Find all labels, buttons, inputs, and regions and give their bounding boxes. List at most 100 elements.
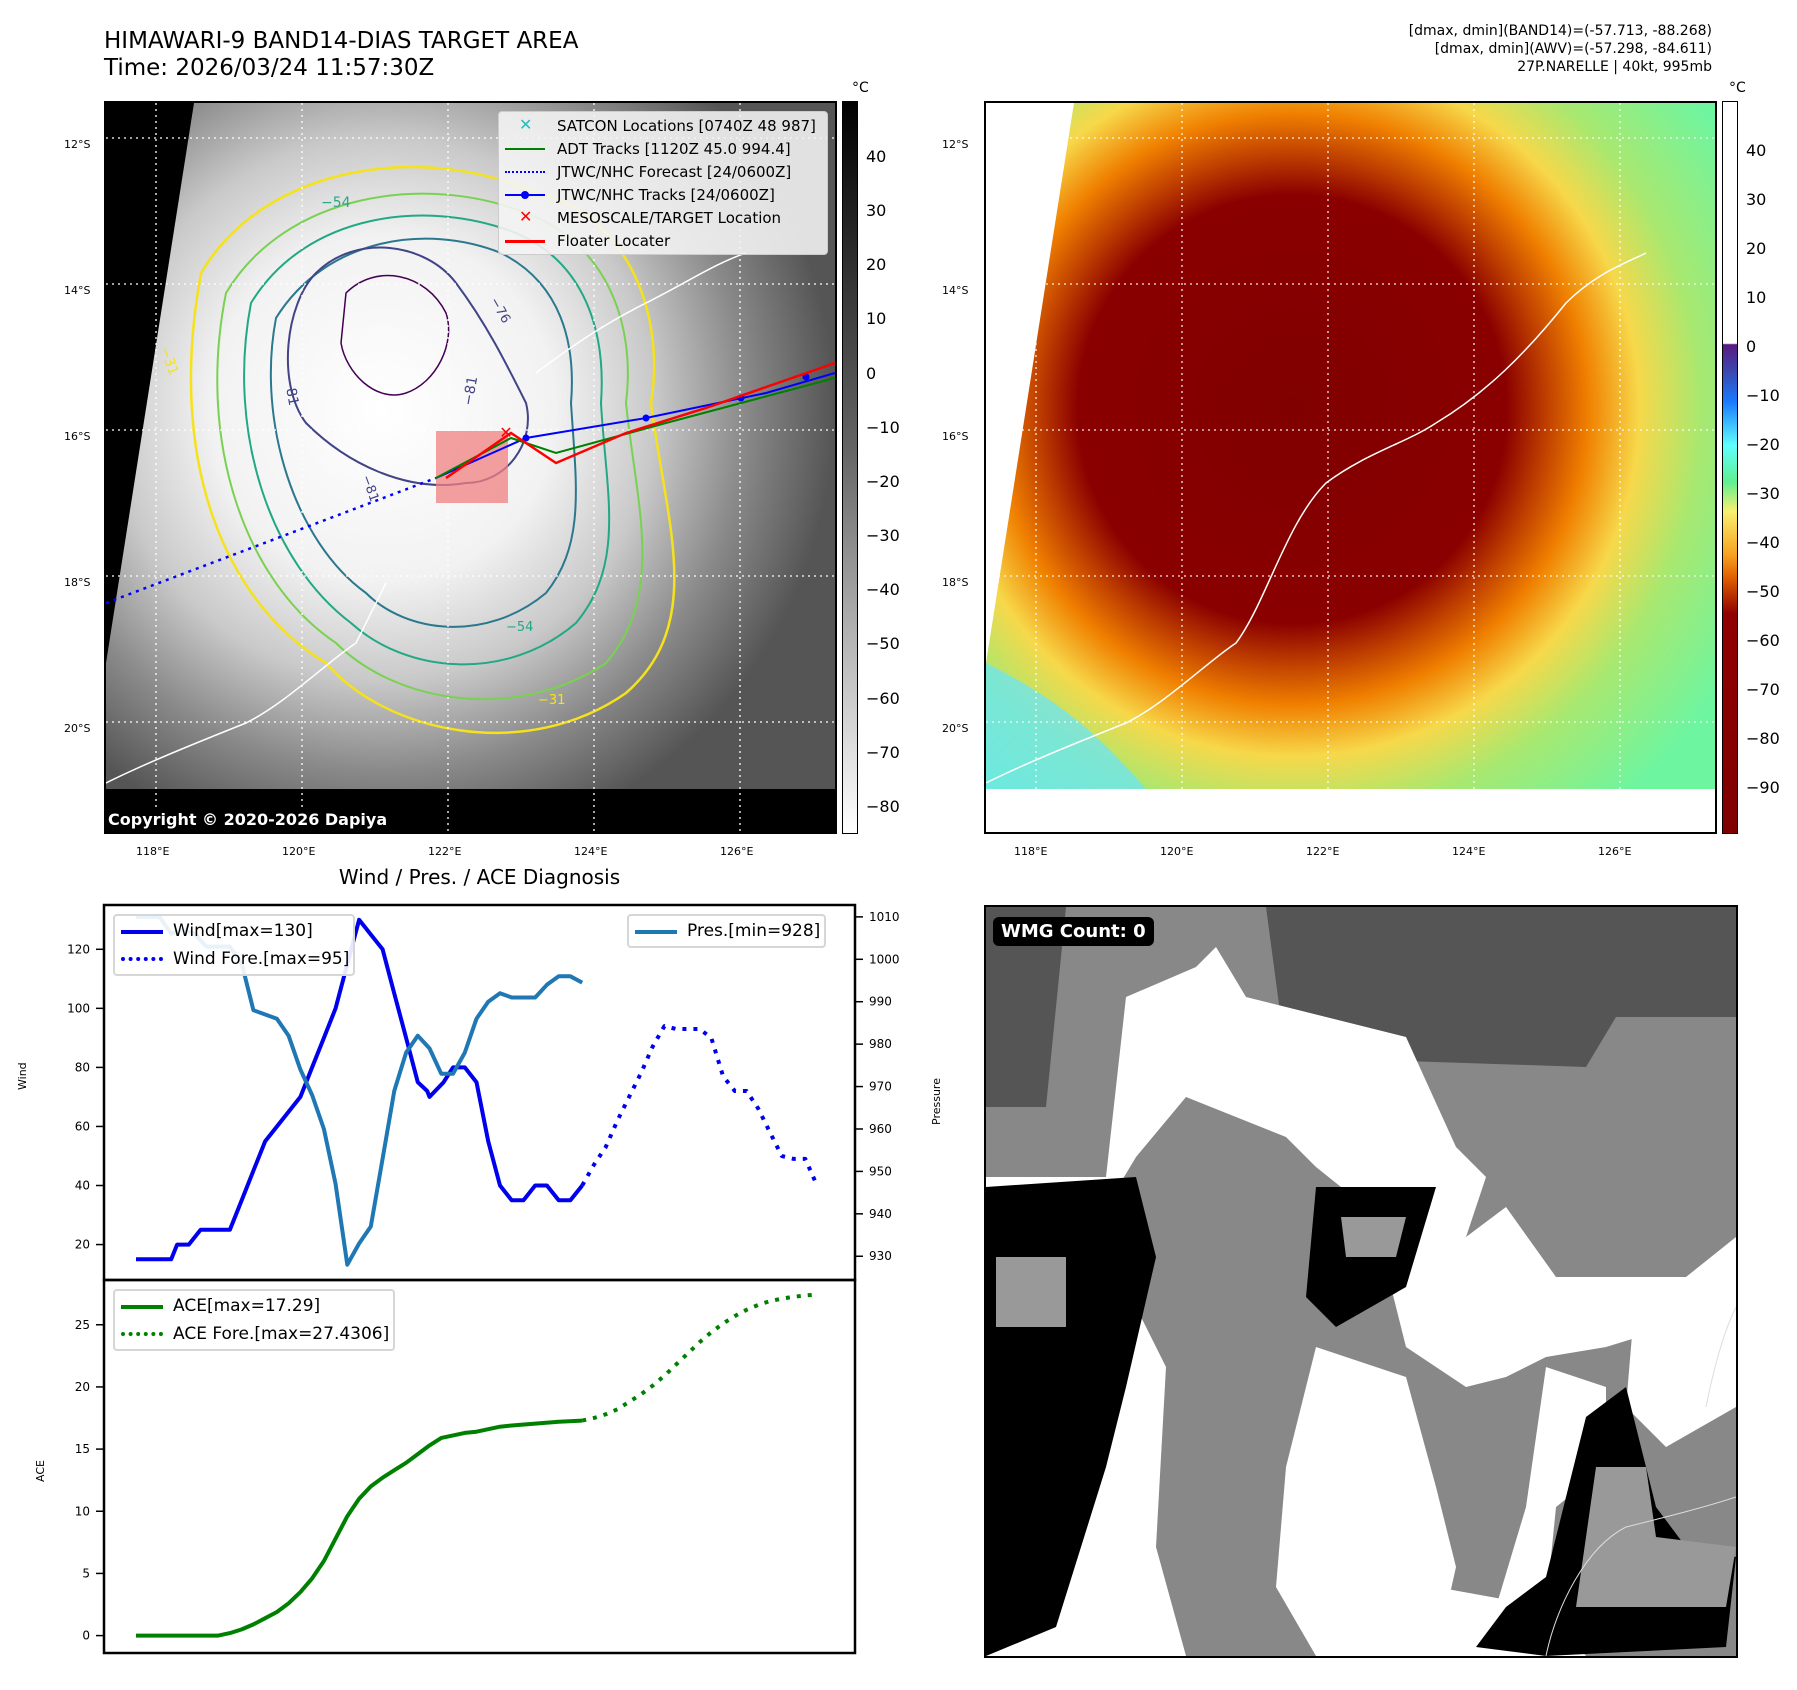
- line-icon: [505, 142, 545, 156]
- wmg-count-badge: WMG Count: 0: [993, 917, 1154, 946]
- lon-label: 126°E: [720, 845, 754, 858]
- pressure-axis-label: Pressure: [930, 1078, 943, 1125]
- line-icon: [121, 924, 163, 938]
- dotted-line-icon: [121, 1327, 163, 1341]
- colorbar-tick: 10: [1746, 288, 1767, 307]
- colorbar-tick: −70: [1746, 680, 1780, 699]
- legend-item-floater: Floater Locater: [499, 229, 827, 252]
- wind-y-tick-label: 100: [67, 1001, 90, 1015]
- lat-label: 20°S: [64, 722, 91, 735]
- lat-label: 16°S: [64, 430, 91, 443]
- right-map-panel: [984, 101, 1717, 834]
- legend-label: ADT Tracks [1120Z 45.0 994.4]: [557, 139, 791, 158]
- legend-label: SATCON Locations [0740Z 48 987]: [557, 116, 816, 135]
- pressure-y-tick-label: 960: [869, 1122, 892, 1136]
- title-line-2: Time: 2026/03/24 11:57:30Z: [104, 55, 435, 81]
- legend-label: ACE Fore.[max=27.4306]: [173, 1324, 390, 1344]
- colorbar-unit: °C: [1729, 80, 1746, 96]
- lon-label: 124°E: [1452, 845, 1486, 858]
- info-block: [dmax, dmin](BAND14)=(-57.713, -88.268) …: [1409, 22, 1712, 76]
- ace-y-tick-label: 15: [75, 1442, 90, 1456]
- figure-title: HIMAWARI-9 BAND14-DIAS TARGET AREA Time:…: [104, 28, 578, 82]
- line-dot-icon: [505, 188, 545, 202]
- colorbar-tick: −30: [1746, 484, 1780, 503]
- legend-item-wind-fore: Wind Fore.[max=95]: [115, 945, 349, 973]
- right-colorbar: [1722, 101, 1738, 834]
- pressure-legend: Pres.[min=928]: [627, 914, 827, 948]
- colorbar-tick: −10: [866, 418, 900, 437]
- lat-label: 12°S: [64, 138, 91, 151]
- colorbar-tick: −80: [866, 797, 900, 816]
- wind-y-tick-label: 80: [75, 1060, 90, 1074]
- wmg-panel: [984, 905, 1738, 1658]
- wind-y-tick-label: 20: [75, 1238, 90, 1252]
- colorbar-tick: 20: [866, 255, 887, 274]
- wind-axis-label: Wind: [16, 1062, 29, 1090]
- colorbar-tick: −70: [866, 743, 900, 762]
- lat-label: 16°S: [942, 430, 969, 443]
- wind-legend: Wind[max=130] Wind Fore.[max=95]: [113, 914, 356, 976]
- colorbar-tick: −30: [866, 526, 900, 545]
- colorbar-tick: −90: [1746, 778, 1780, 797]
- legend-item-ace: ACE[max=17.29]: [115, 1292, 389, 1320]
- legend-label: Pres.[min=928]: [687, 921, 821, 941]
- chart-title: Wind / Pres. / ACE Diagnosis: [338, 865, 621, 889]
- legend-label: JTWC/NHC Forecast [24/0600Z]: [557, 162, 792, 181]
- dotted-line-icon: [121, 952, 163, 966]
- legend-item-forecast: JTWC/NHC Forecast [24/0600Z]: [499, 160, 827, 183]
- copyright-badge: Copyright © 2020-2026 Dapiya: [104, 808, 394, 832]
- legend-item-target: ✕ MESOSCALE/TARGET Location: [499, 206, 827, 229]
- pressure-y-tick-label: 990: [869, 995, 892, 1009]
- info-line-1: [dmax, dmin](BAND14)=(-57.713, -88.268): [1408, 23, 1712, 39]
- forecast-track: [106, 476, 437, 605]
- title-line-1: HIMAWARI-9 BAND14-DIAS TARGET AREA: [104, 28, 579, 54]
- legend-label: ACE[max=17.29]: [173, 1296, 321, 1316]
- ace-y-tick-label: 0: [82, 1629, 90, 1643]
- lon-label: 124°E: [574, 845, 608, 858]
- contour-label: −54: [506, 620, 534, 635]
- info-line-3: 27P.NARELLE | 40kt, 995mb: [1517, 59, 1712, 75]
- colorbar-tick: −10: [1746, 386, 1780, 405]
- colorbar-tick: 30: [1746, 190, 1767, 209]
- lon-label: 122°E: [428, 845, 462, 858]
- pressure-y-tick-label: 1000: [869, 952, 900, 966]
- legend-label: Wind[max=130]: [173, 921, 313, 941]
- left-map-panel: ✕ −54 −81 −81 −31 −76 −81 −54 −31 ✕ SATC…: [104, 101, 837, 834]
- colorbar-unit: °C: [852, 80, 869, 96]
- left-colorbar: [842, 101, 858, 834]
- lon-label: 118°E: [136, 845, 170, 858]
- lon-label: 126°E: [1598, 845, 1632, 858]
- dotted-line-icon: [505, 165, 545, 179]
- colorbar-tick: 40: [1746, 141, 1767, 160]
- legend-label: Wind Fore.[max=95]: [173, 949, 350, 969]
- pressure-y-tick-label: 980: [869, 1037, 892, 1051]
- colorbar-tick: 0: [866, 364, 877, 383]
- right-map-imagery: [986, 103, 1715, 832]
- lon-label: 120°E: [282, 845, 316, 858]
- colorbar-tick: −50: [1746, 582, 1780, 601]
- lat-label: 14°S: [942, 284, 969, 297]
- ace-legend: ACE[max=17.29] ACE Fore.[max=27.4306]: [113, 1289, 396, 1351]
- wmg-imagery: [986, 907, 1736, 1656]
- colorbar-tick: −50: [866, 634, 900, 653]
- lat-label: 14°S: [64, 284, 91, 297]
- pressure-y-tick-label: 940: [869, 1207, 892, 1221]
- lon-label: 120°E: [1160, 845, 1194, 858]
- colorbar-tick: 30: [866, 201, 887, 220]
- line-icon: [505, 234, 545, 248]
- legend-label: Floater Locater: [557, 231, 671, 250]
- colorbar-tick: −40: [866, 580, 900, 599]
- line-icon: [635, 924, 677, 938]
- wind-y-tick-label: 40: [75, 1179, 90, 1193]
- colorbar-tick: −40: [1746, 533, 1780, 552]
- series-line-ace: [136, 1418, 583, 1638]
- wind-y-tick-label: 120: [67, 942, 90, 956]
- lon-label: 122°E: [1306, 845, 1340, 858]
- floater-track: [445, 361, 835, 480]
- contour-label: −31: [538, 693, 566, 708]
- legend-item-satcon: ✕ SATCON Locations [0740Z 48 987]: [499, 114, 827, 137]
- legend-label: JTWC/NHC Tracks [24/0600Z]: [557, 185, 775, 204]
- pressure-y-tick-label: 930: [869, 1249, 892, 1263]
- series-line-wind-fore-: [580, 1024, 819, 1187]
- legend-item-adt: ADT Tracks [1120Z 45.0 994.4]: [499, 137, 827, 160]
